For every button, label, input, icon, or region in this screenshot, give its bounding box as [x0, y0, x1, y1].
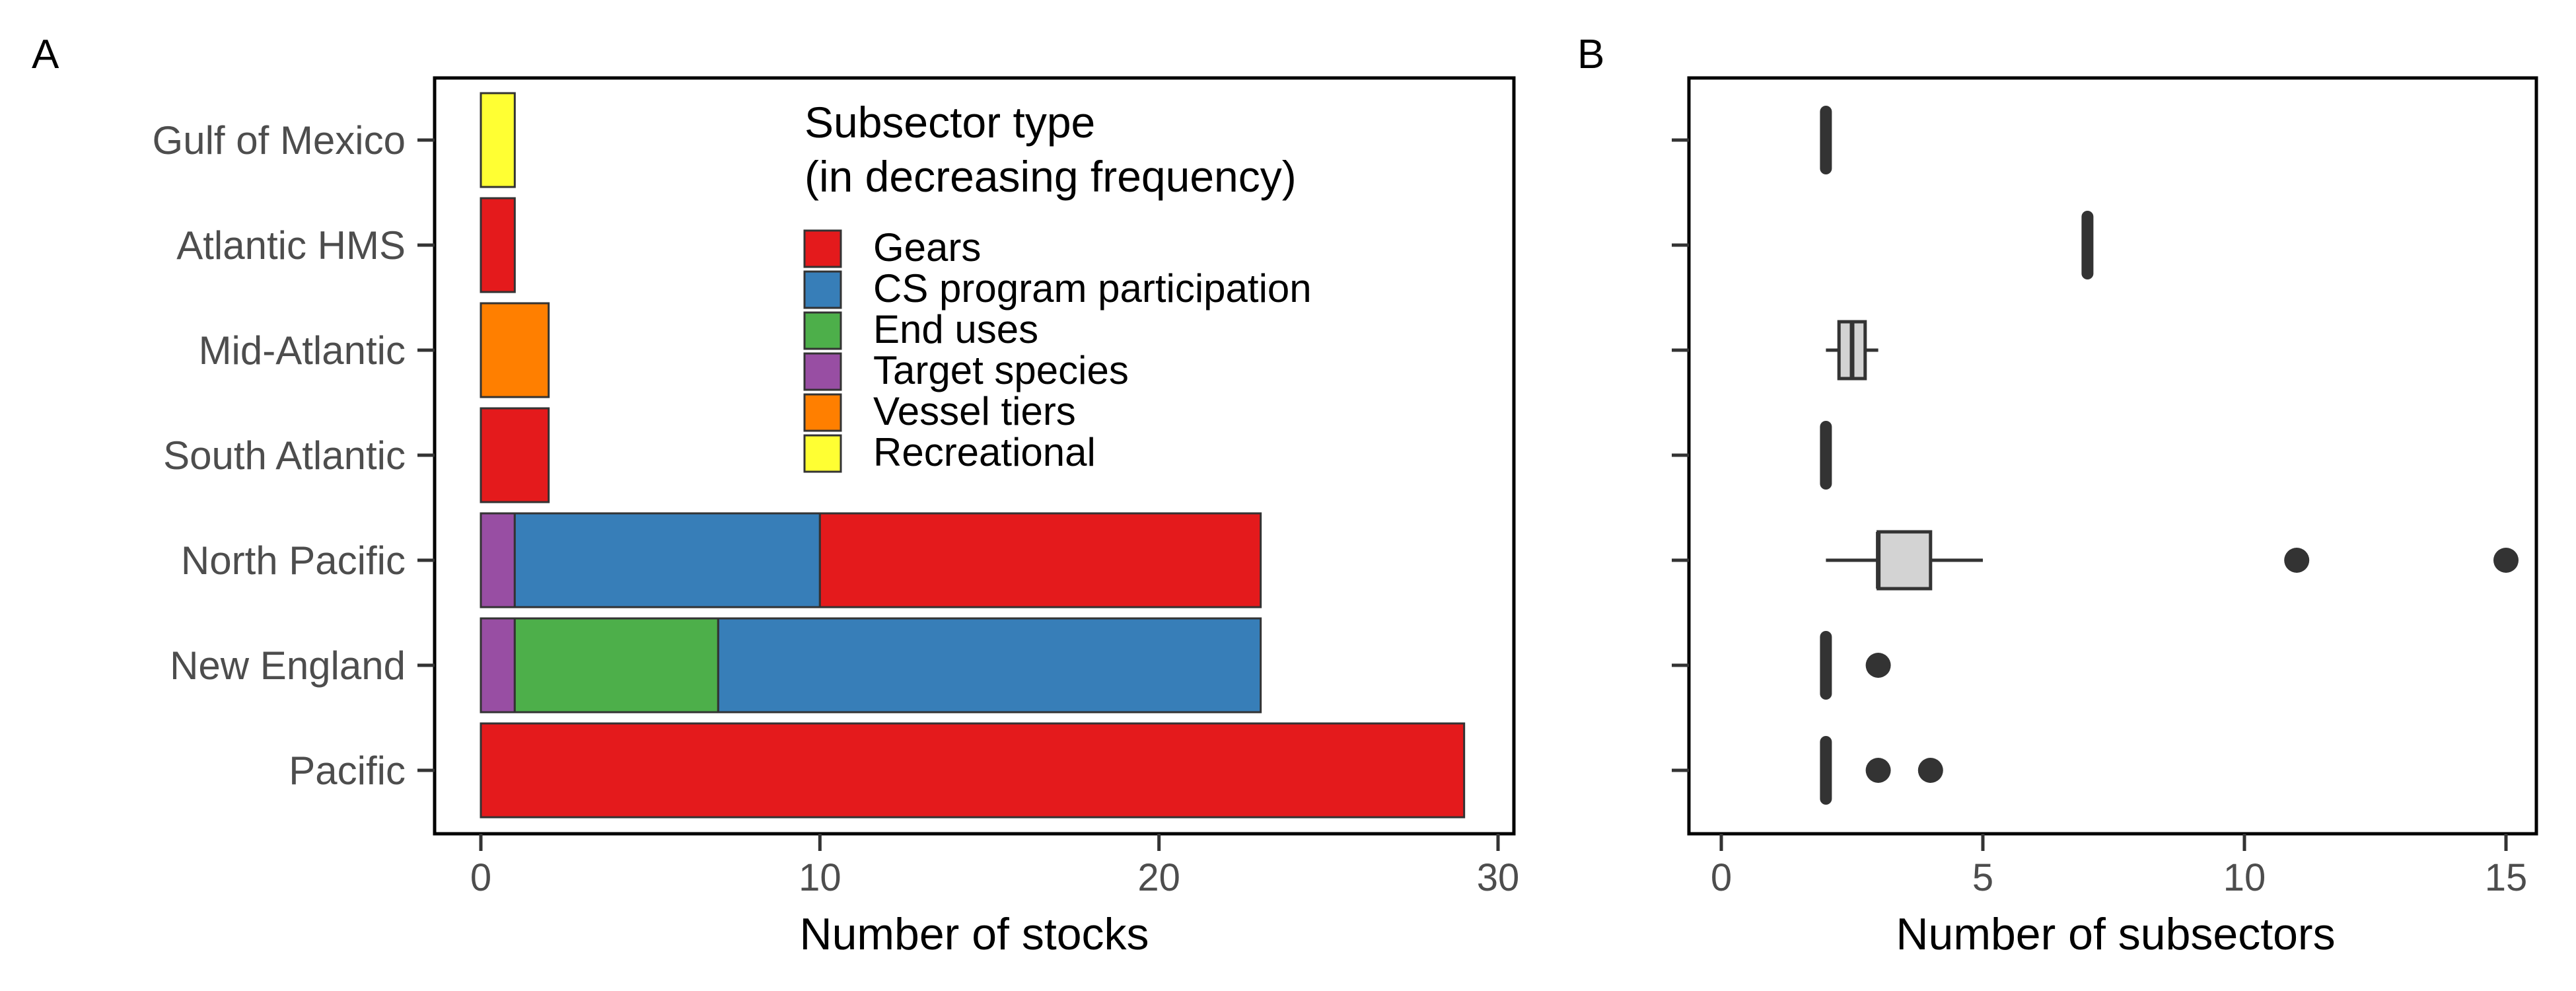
box-new-england [1820, 631, 1891, 700]
outlier-north-pacific [2284, 548, 2310, 573]
legend-title-line-2: (in decreasing frequency) [805, 152, 1297, 201]
x-tick-label-b-15: 15 [2485, 856, 2528, 899]
legend-label-recreational: Recreational [873, 430, 1096, 474]
panel-b-y-axis [1672, 138, 1689, 772]
bar-mid-atlantic-vessel-tiers [480, 302, 550, 398]
panel-a-bar-chart: A Gulf of Mexico Atlantic HMS Mid-Atlantic… [32, 32, 1519, 959]
box-mid-atlantic [1826, 320, 1878, 381]
legend-swatch-end-uses [803, 311, 842, 350]
legend-swatch-cs-program-participation [803, 270, 842, 309]
bar-pacific-gears [480, 722, 1466, 819]
x-tick-label-b-5: 5 [1972, 856, 1993, 899]
panel-a-x-axis-title: Number of stocks [799, 909, 1149, 959]
y-tick-label-a-new-england: New England [170, 643, 406, 688]
outlier-north-pacific [2493, 548, 2519, 573]
x-tick-label-a-30: 30 [1477, 856, 1520, 899]
x-tick-label-a-10: 10 [799, 856, 841, 899]
legend-label-cs-program-participation: CS program participation [873, 266, 1312, 311]
panel-b-x-axis: 0 5 10 15 [1711, 834, 2527, 899]
bar-south-atlantic-gears [480, 407, 550, 503]
bar-north-pacific-target-species [480, 512, 516, 608]
box-body-north-pacific [1877, 530, 1933, 591]
x-tick-label-b-10: 10 [2223, 856, 2266, 899]
panel-a-bars [480, 92, 1466, 819]
panel-b-label: B [1577, 32, 1604, 77]
outlier-pacific [1917, 758, 1943, 783]
legend-label-end-uses: End uses [873, 307, 1038, 351]
legend-label-vessel-tiers: Vessel tiers [873, 389, 1076, 433]
box-pacific [1820, 736, 1943, 805]
bar-atlantic-hms-gears [480, 197, 516, 293]
legend-title-line-1: Subsector type [805, 98, 1095, 147]
x-tick-label-a-20: 20 [1137, 856, 1180, 899]
outlier-pacific [1865, 758, 1891, 783]
outlier-new-england [1865, 653, 1891, 678]
y-tick-label-a-north-pacific: North Pacific [181, 538, 406, 583]
y-tick-label-a-pacific: Pacific [289, 749, 406, 793]
bar-north-pacific-cs-program-participation [513, 512, 821, 608]
panel-a-label: A [32, 32, 59, 77]
legend-swatch-vessel-tiers [803, 393, 842, 432]
y-tick-label-a-gulf-of-mexico: Gulf of Mexico [153, 118, 406, 163]
panel-a-x-axis: 0 10 20 30 [470, 834, 1519, 899]
panel-b-x-axis-title: Number of subsectors [1896, 909, 2335, 959]
y-tick-label-a-mid-atlantic: Mid-Atlantic [199, 328, 406, 373]
legend-label-target-species: Target species [873, 348, 1129, 392]
box-north-pacific [1826, 530, 2519, 591]
legend-swatch-recreational [803, 434, 842, 473]
bar-new-england-target-species [480, 617, 516, 714]
legend-label-gears: Gears [873, 225, 981, 270]
bar-north-pacific-gears [818, 512, 1262, 608]
legend-swatch-target-species [803, 352, 842, 391]
panel-b-boxplot: B 0 5 10 15 Number of subsectors [1577, 32, 2538, 959]
legend-swatch-gears [803, 229, 842, 268]
panel-b-plot-area [1687, 76, 2538, 836]
bar-new-england-cs-program-participation [717, 617, 1262, 714]
panel-a-y-axis: Gulf of Mexico Atlantic HMS Mid-Atlantic So… [153, 118, 435, 793]
bar-new-england-end-uses [513, 617, 719, 714]
legend: Subsector type (in decreasing frequency)… [803, 98, 1312, 474]
x-tick-label-a-0: 0 [470, 856, 491, 899]
panel-b-boxes [1820, 106, 2519, 805]
bar-gulf-of-mexico-recreational [480, 92, 516, 188]
x-tick-label-b-0: 0 [1711, 856, 1732, 899]
y-tick-label-a-south-atlantic: South Atlantic [163, 433, 406, 478]
y-tick-label-a-atlantic-hms: Atlantic HMS [176, 223, 406, 268]
